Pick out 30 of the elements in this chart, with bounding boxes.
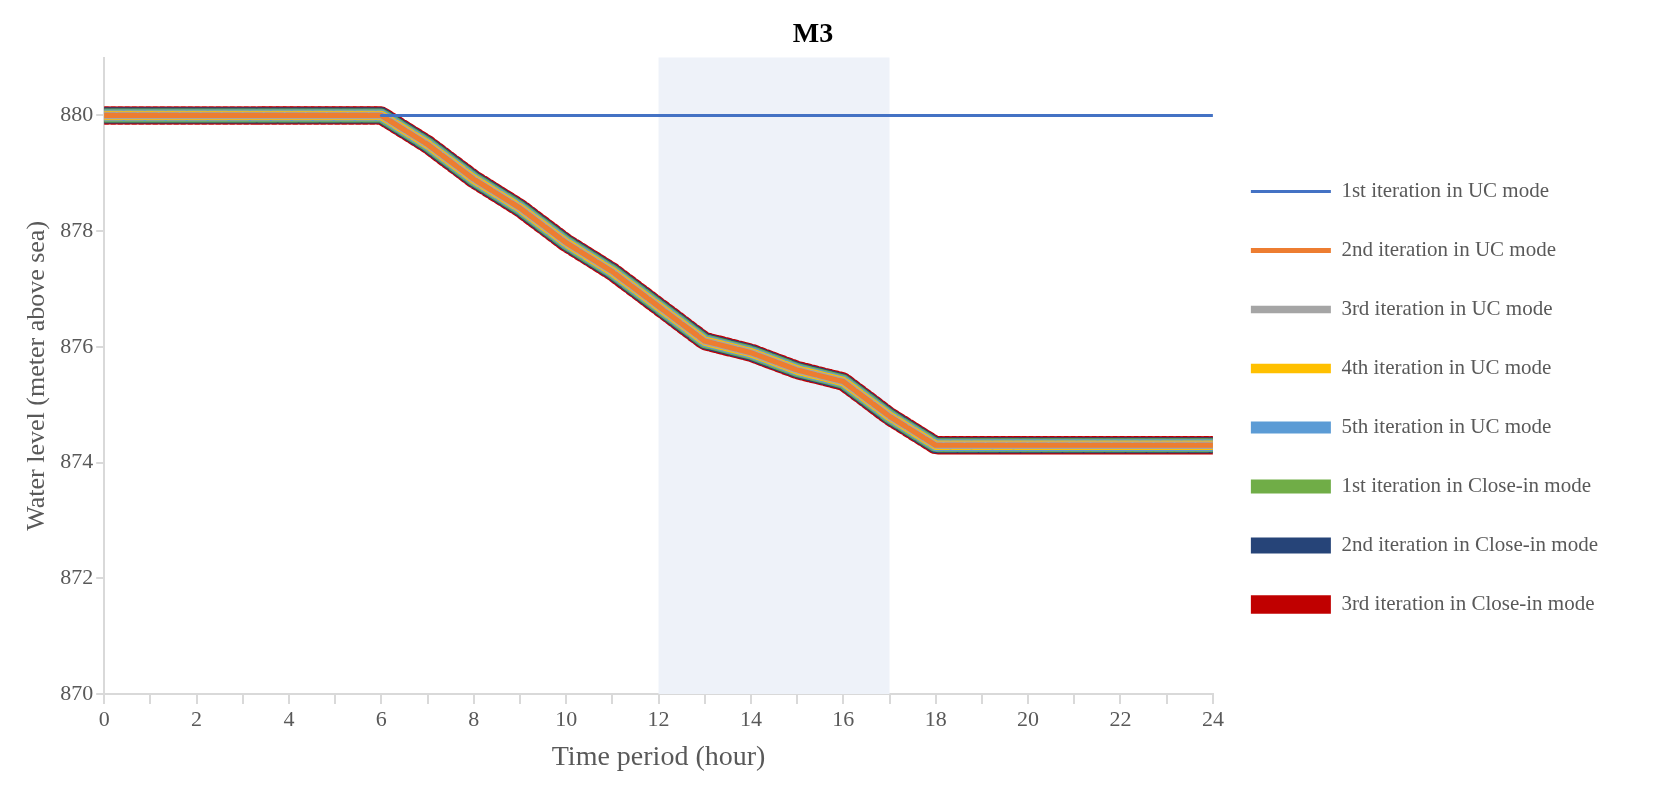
legend-label: 2nd iteration in UC mode <box>1341 237 1557 262</box>
y-tick-label: 872 <box>60 564 94 590</box>
x-tick-label: 22 <box>1109 705 1132 731</box>
x-tick-label: 18 <box>924 705 947 731</box>
legend-label: 2nd iteration in Close-in mode <box>1341 532 1598 557</box>
x-tick-label: 10 <box>555 705 578 731</box>
legend-label: 1st iteration in UC mode <box>1341 178 1550 203</box>
x-tick-label: 12 <box>647 705 670 731</box>
y-axis-title: Water level (meter above sea) <box>21 220 51 531</box>
legend-label: 4th iteration in UC mode <box>1341 355 1552 380</box>
chart-title: M3 <box>792 17 834 49</box>
x-tick-label: 4 <box>283 705 295 731</box>
x-tick-label: 24 <box>1201 705 1224 731</box>
legend-label: 3rd iteration in UC mode <box>1341 296 1553 321</box>
x-axis-title: Time period (hour) <box>551 739 766 771</box>
x-tick-label: 14 <box>739 705 762 731</box>
legend-label: 1st iteration in Close-in mode <box>1341 473 1592 498</box>
y-tick-label: 870 <box>60 679 94 705</box>
y-tick-label: 878 <box>60 216 94 242</box>
legend-label: 5th iteration in UC mode <box>1341 414 1552 439</box>
y-tick-label: 880 <box>60 101 94 127</box>
x-tick-label: 6 <box>375 705 387 731</box>
x-tick-label: 0 <box>98 705 110 731</box>
y-tick-label: 876 <box>60 332 94 358</box>
x-tick-label: 16 <box>832 705 855 731</box>
x-tick-label: 20 <box>1017 705 1040 731</box>
x-tick-label: 8 <box>468 705 480 731</box>
x-tick-label: 2 <box>191 705 203 731</box>
y-tick-label: 874 <box>60 448 94 474</box>
legend-label: 3rd iteration in Close-in mode <box>1341 591 1595 616</box>
